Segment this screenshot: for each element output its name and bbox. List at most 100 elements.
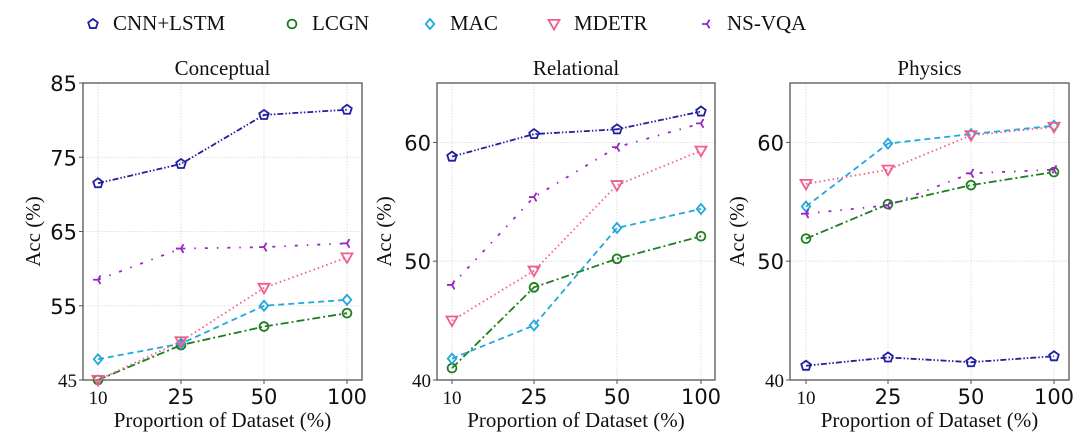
data-point-mdetr-10: [90, 374, 106, 388]
legend-marker-cnn-lstm: [87, 17, 99, 29]
data-point-mac-10: [446, 352, 458, 366]
series-ns-vqa: [93, 238, 351, 285]
legend-label: NS-VQA: [727, 11, 807, 35]
data-point-lcgn-100: [1048, 166, 1060, 178]
data-point-cnn-lstm-25: [882, 351, 894, 363]
legend-label: MDETR: [574, 11, 648, 35]
series-line-mac: [97, 298, 348, 361]
data-point-mdetr-100: [339, 252, 355, 265]
data-point-mdetr-100: [1046, 121, 1062, 135]
chart-title: Physics: [897, 56, 961, 80]
legend-item-mac: MAC: [424, 11, 498, 35]
x-tick-label: 50: [251, 385, 278, 409]
series-cnn-lstm: [92, 103, 353, 189]
series-line-mac: [805, 124, 1055, 208]
data-point-cnn-lstm-100: [1048, 350, 1060, 362]
data-point-lcgn-50: [258, 321, 270, 332]
series-cnn-lstm: [800, 350, 1060, 371]
data-point-mdetr-25: [526, 265, 542, 279]
x-tick-label: 25: [875, 385, 902, 409]
y-tick-label: 85: [50, 72, 77, 96]
data-point-ns-vqa-100: [696, 118, 705, 129]
series-line-mdetr: [451, 149, 702, 322]
y-tick-label: 40: [412, 371, 431, 392]
data-point-ns-vqa-25: [176, 243, 185, 254]
axes-frame: [436, 82, 716, 381]
data-point-mdetr-50: [609, 180, 625, 193]
series-cnn-lstm: [446, 105, 707, 162]
data-point-cnn-lstm-100: [695, 105, 707, 117]
data-point-ns-vqa-50: [612, 142, 621, 152]
series-line-mdetr: [97, 256, 348, 381]
data-point-lcgn-100: [341, 307, 353, 319]
x-tick-label: 25: [168, 385, 195, 409]
data-point-lcgn-25: [528, 282, 540, 293]
series-line-lcgn: [805, 171, 1055, 240]
y-tick-label: 50: [757, 250, 784, 274]
data-point-mdetr-50: [963, 130, 979, 143]
data-point-lcgn-50: [965, 179, 977, 191]
data-point-ns-vqa-100: [1049, 164, 1058, 175]
data-point-ns-vqa-25: [883, 200, 892, 211]
x-axis-label: Proportion of Dataset (%): [114, 408, 332, 432]
data-point-cnn-lstm-25: [528, 127, 540, 140]
y-tick-label: 75: [50, 146, 77, 170]
x-tick-label: 50: [604, 385, 631, 409]
series-lcgn: [800, 166, 1060, 244]
y-tick-label: 65: [50, 221, 77, 245]
series-mac: [446, 202, 707, 366]
legend-item-mdetr: MDETR: [546, 11, 648, 35]
data-point-ns-vqa-10: [801, 208, 810, 219]
x-tick-label: 10: [443, 388, 462, 409]
series-ns-vqa: [801, 164, 1058, 219]
series-line-mdetr: [805, 126, 1055, 185]
x-tick-label: 25: [521, 385, 548, 409]
legend: CNN+LSTM LCGN MAC MDETR NS-VQA: [87, 11, 807, 35]
grid: [83, 83, 362, 380]
series-line-lcgn: [97, 312, 348, 381]
y-axis-label: Acc (%): [725, 196, 749, 267]
data-point-mac-50: [611, 221, 623, 235]
series-mdetr: [90, 252, 355, 388]
legend-marker-mdetr: [546, 18, 562, 32]
data-point-cnn-lstm-25: [175, 157, 187, 169]
y-tick-label: 60: [757, 131, 784, 155]
data-point-mdetr-25: [173, 336, 189, 349]
y-axis-label: Acc (%): [372, 196, 396, 267]
y-tick-label: 55: [50, 295, 77, 319]
legend-item-cnn-lstm: CNN+LSTM: [87, 11, 226, 35]
x-tick-label: 50: [958, 385, 985, 409]
data-point-mac-100: [341, 293, 353, 307]
x-tick-label: 100: [327, 385, 367, 409]
data-point-cnn-lstm-50: [965, 356, 977, 368]
series-mac: [800, 119, 1060, 213]
series-line-ns-vqa: [805, 168, 1055, 215]
data-point-mac-10: [800, 200, 812, 213]
data-point-mac-25: [882, 137, 894, 150]
data-point-mdetr-50: [256, 282, 272, 296]
y-tick-label: 50: [404, 250, 431, 274]
legend-label: CNN+LSTM: [113, 11, 226, 35]
legend-marker-mac: [424, 17, 436, 31]
series-line-cnn-lstm: [805, 355, 1055, 367]
grid: [437, 83, 715, 380]
data-point-lcgn-10: [800, 233, 812, 244]
series-line-ns-vqa: [97, 242, 348, 281]
y-tick-label: 45: [58, 371, 77, 392]
data-point-mac-100: [695, 202, 707, 216]
legend-marker-ns-vqa: [702, 19, 711, 29]
series-line-mac: [451, 208, 702, 360]
data-point-mac-10: [92, 352, 104, 366]
x-axis-label: Proportion of Dataset (%): [467, 408, 685, 432]
x-tick-label: 10: [797, 388, 816, 409]
data-point-cnn-lstm-10: [800, 359, 812, 371]
data-point-lcgn-25: [882, 198, 894, 210]
chart-title: Relational: [533, 56, 619, 80]
legend-marker-lcgn: [286, 18, 298, 30]
x-tick-label: 10: [89, 388, 108, 409]
y-tick-label: 40: [765, 371, 784, 392]
series-mdetr: [798, 121, 1062, 192]
